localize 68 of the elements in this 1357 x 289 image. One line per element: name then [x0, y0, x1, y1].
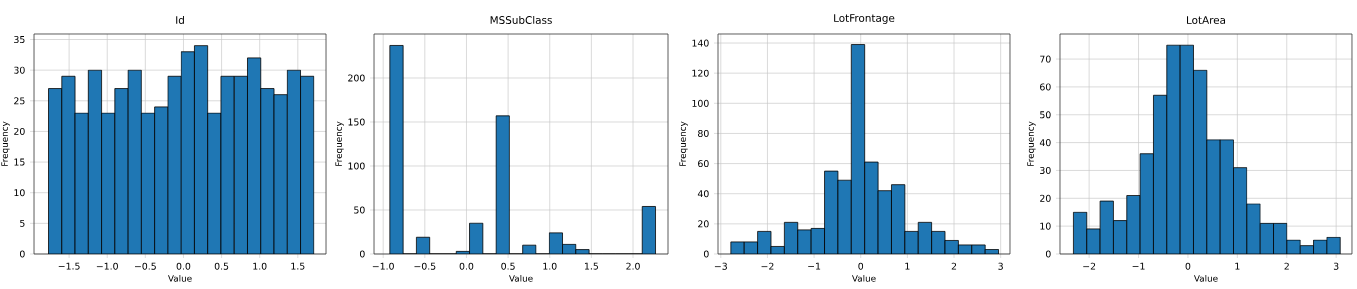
y-tick-label: 10	[14, 189, 25, 197]
x-tick-label: 0.0	[459, 262, 474, 270]
x-tick-label: 3	[1333, 262, 1339, 270]
y-tick-label: 200	[348, 74, 365, 82]
x-tick-label: 0	[858, 262, 864, 270]
y-tick-label: 50	[1040, 111, 1051, 119]
y-axis-title: Frequency	[679, 121, 688, 166]
y-tick-label: 30	[14, 66, 25, 74]
y-tick-label: 60	[1040, 83, 1051, 91]
y-tick-label: 20	[14, 127, 25, 135]
y-tick-label: 25	[14, 97, 25, 105]
x-tick-label: 1	[905, 262, 910, 270]
x-tick-label: 2	[1284, 262, 1289, 270]
y-tick-label: 140	[692, 39, 709, 47]
x-tick-label: 2	[951, 262, 957, 270]
y-tick-label: 50	[354, 206, 365, 214]
y-tick-label: 0	[1045, 250, 1051, 258]
x-tick-label: −1	[1132, 262, 1145, 270]
x-axis-title: Value	[508, 274, 533, 282]
y-tick-label: 30	[1040, 166, 1051, 174]
chart-title: LotArea	[1187, 16, 1226, 24]
y-axis-title: Frequency	[1027, 121, 1036, 166]
y-tick-label: 10	[1040, 222, 1051, 230]
y-tick-label: 40	[697, 190, 709, 198]
x-tick-label: 3	[998, 262, 1003, 270]
y-tick-label: 5	[20, 219, 25, 227]
y-tick-label: 150	[348, 118, 365, 126]
chart-title: MSSubClass	[490, 15, 552, 24]
y-tick-label: 100	[348, 162, 365, 170]
x-tick-label: 1.5	[291, 262, 305, 270]
y-tick-label: 0	[359, 250, 365, 258]
y-tick-label: 0	[19, 250, 25, 258]
x-tick-label: 2.0	[626, 262, 640, 270]
y-tick-label: 100	[692, 99, 709, 107]
x-tick-label: 0.0	[176, 262, 191, 270]
x-tick-label: 0	[1185, 262, 1191, 270]
x-tick-label: −1.5	[58, 262, 80, 270]
x-tick-label: 0.5	[214, 262, 229, 270]
x-tick-label: −3	[714, 262, 727, 270]
y-tick-label: 0	[703, 250, 709, 258]
x-tick-label: −2	[1083, 262, 1096, 270]
x-tick-label: −2	[761, 262, 774, 270]
chart-title: LotFrontage	[834, 14, 895, 24]
y-tick-label: 35	[14, 35, 25, 44]
x-tick-label: −1.0	[372, 262, 394, 270]
y-tick-label: 15	[14, 158, 25, 166]
x-tick-label: 1.0	[253, 262, 267, 270]
y-axis-title: Frequency	[335, 121, 344, 166]
x-tick-label: 1.5	[584, 262, 598, 270]
x-tick-label: 1	[1235, 262, 1240, 270]
y-tick-label: 40	[1039, 139, 1051, 147]
y-tick-label: 80	[698, 129, 709, 137]
y-tick-label: 60	[698, 160, 709, 168]
x-tick-label: −0.5	[414, 262, 436, 270]
y-tick-label: 20	[698, 220, 709, 228]
x-tick-label: −1.0	[96, 262, 118, 270]
x-axis-title: Value	[1193, 274, 1218, 282]
y-tick-label: 20	[1040, 194, 1051, 202]
chart-title: Id	[176, 15, 184, 24]
x-axis-title: Value	[851, 274, 876, 282]
x-tick-label: 1.0	[543, 262, 557, 270]
x-tick-label: −0.5	[134, 262, 156, 270]
y-tick-label: 120	[692, 69, 709, 77]
x-axis-title: Value	[168, 274, 192, 282]
x-tick-label: −1	[808, 262, 821, 270]
y-axis-title: Frequency	[1, 121, 10, 166]
x-tick-label: 0.5	[501, 262, 515, 270]
y-tick-label: 70	[1040, 55, 1051, 63]
